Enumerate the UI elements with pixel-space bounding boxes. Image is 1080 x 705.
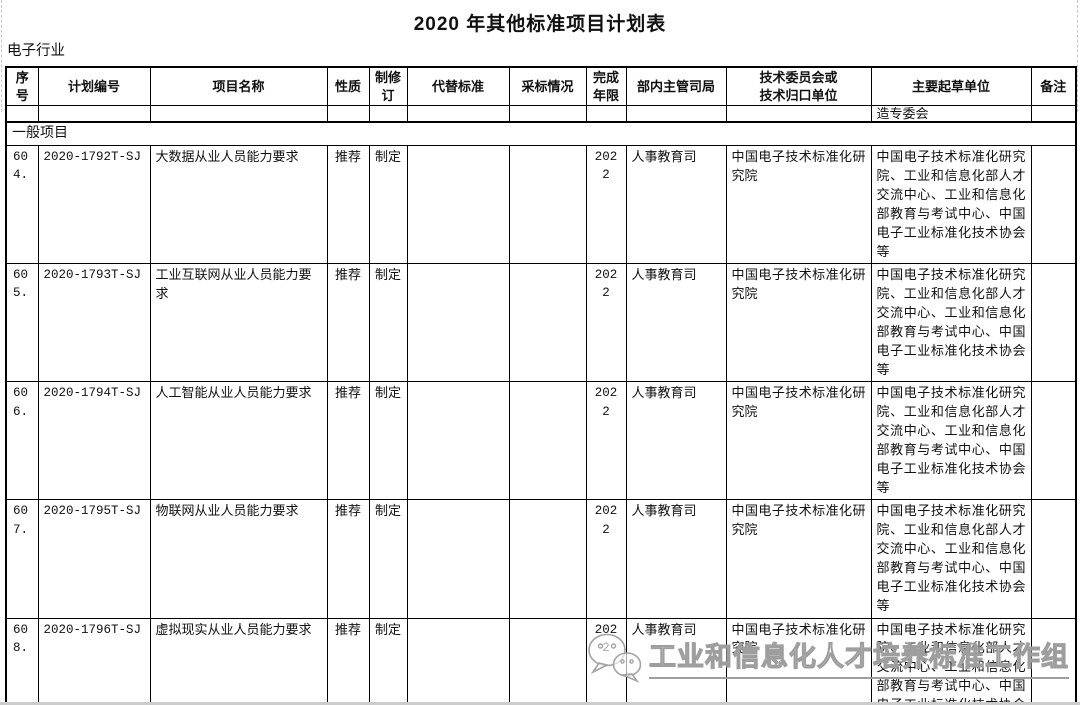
cell-dept: 人事教育司	[625, 145, 727, 265]
col-header-project-name: 项目名称	[149, 66, 328, 107]
bottom-edge-strip	[0, 702, 1080, 705]
table-row: 606. 2020-1794T-SJ 人工智能从业人员能力要求 推荐 制定 20…	[5, 381, 1077, 501]
cell-replaced-standard	[406, 145, 510, 265]
col-header-remark: 备注	[1030, 66, 1077, 107]
cell-remark	[1030, 145, 1077, 265]
cell-revision: 制定	[368, 263, 408, 383]
cell-adoption-status	[508, 145, 587, 265]
col-header-completion-year: 完成 年限	[585, 66, 627, 107]
col-header-committee: 技术委员会或 技术归口单位	[725, 66, 872, 107]
cell-replaced-standard	[406, 263, 510, 383]
plan-table-body: 一般项目 604. 2020-1792T-SJ 大数据从业人员能力要求 推荐 制…	[5, 121, 1078, 705]
cell-dept: 人事教育司	[625, 263, 727, 383]
cell-adoption-status	[508, 263, 587, 383]
cell-remark	[1030, 381, 1077, 501]
cell-remark	[1030, 617, 1077, 705]
cell-project-name: 物联网从业人员能力要求	[149, 499, 328, 619]
cell-completion-year: 2022	[585, 145, 627, 265]
col-header-drafters: 主要起草单位	[870, 66, 1032, 107]
cell-nature: 推荐	[326, 617, 370, 705]
cell-completion-year: 2022	[585, 617, 627, 705]
cell-completion-year: 2022	[585, 499, 627, 619]
cell-nature: 推荐	[326, 263, 370, 383]
section-label-cell: 一般项目	[5, 121, 1077, 147]
cell-drafters: 中国电子技术标准化研究院、工业和信息化部人才交流中心、工业和信息化部教育与考试中…	[870, 499, 1032, 619]
col-header-plan-no: 计划编号	[37, 66, 151, 107]
cell-seq: 606.	[5, 381, 39, 501]
table-row: 607. 2020-1795T-SJ 物联网从业人员能力要求 推荐 制定 202…	[5, 499, 1077, 619]
cell-drafters: 中国电子技术标准化研究院、工业和信息化部人才交流中心、工业和信息化部教育与考试中…	[870, 381, 1032, 501]
cell-project-name: 工业互联网从业人员能力要求	[149, 263, 328, 383]
cell-adoption-status	[508, 617, 587, 705]
page-edge-mark-left	[1, 0, 2, 112]
cell-project-name: 人工智能从业人员能力要求	[149, 381, 328, 501]
cell-nature: 推荐	[326, 381, 370, 501]
cell-plan-no: 2020-1796T-SJ	[37, 617, 151, 705]
page-edge-mark-right	[1077, 0, 1078, 112]
cell-plan-no: 2020-1793T-SJ	[37, 263, 151, 383]
cell-plan-no: 2020-1794T-SJ	[37, 381, 151, 501]
cell-seq: 605.	[5, 263, 39, 383]
cell-committee: 中国电子技术标准化研究院	[725, 499, 872, 619]
cell-seq: 607.	[5, 499, 39, 619]
plan-table-header: 序 号 计划编号 项目名称 性质 制修 订 代替标准 采标情况 完成 年限 部内…	[5, 66, 1077, 124]
page-title: 2020 年其他标准项目计划表	[413, 14, 667, 35]
cell-replaced-standard	[406, 617, 510, 705]
section-row: 一般项目	[5, 121, 1077, 147]
col-header-nature: 性质	[326, 66, 370, 107]
cell-replaced-standard	[406, 499, 510, 619]
industry-section-label: 电子行业	[7, 43, 65, 59]
carryover-partial-row: 造专委会	[5, 105, 1077, 124]
table-row: 604. 2020-1792T-SJ 大数据从业人员能力要求 推荐 制定 202…	[5, 145, 1077, 265]
col-header-seq: 序 号	[5, 66, 39, 107]
cell-project-name: 大数据从业人员能力要求	[149, 145, 328, 265]
header-row: 序 号 计划编号 项目名称 性质 制修 订 代替标准 采标情况 完成 年限 部内…	[5, 66, 1077, 107]
cell-adoption-status	[508, 499, 587, 619]
cell-remark	[1030, 499, 1077, 619]
col-header-dept: 部内主管司局	[625, 66, 727, 107]
cell-seq: 608.	[5, 617, 39, 705]
cell-adoption-status	[508, 381, 587, 501]
cell-nature: 推荐	[326, 499, 370, 619]
cell-committee: 中国电子技术标准化研究院	[725, 263, 872, 383]
cell-plan-no: 2020-1792T-SJ	[37, 145, 151, 265]
col-header-revision: 制修 订	[368, 66, 408, 107]
table-row: 605. 2020-1793T-SJ 工业互联网从业人员能力要求 推荐 制定 2…	[5, 263, 1077, 383]
cell-remark	[1030, 263, 1077, 383]
cell-drafters: 中国电子技术标准化研究院、工业和信息化部人才交流中心、工业和信息化部教育与考试中…	[870, 263, 1032, 383]
cell-plan-no: 2020-1795T-SJ	[37, 499, 151, 619]
cell-revision: 制定	[368, 145, 408, 265]
cell-dept: 人事教育司	[625, 381, 727, 501]
cell-dept: 人事教育司	[625, 617, 727, 705]
cell-completion-year: 2022	[585, 381, 627, 501]
cell-committee: 中国电子技术标准化研究院	[725, 381, 872, 501]
cell-seq: 604.	[5, 145, 39, 265]
cell-revision: 制定	[368, 499, 408, 619]
cell-revision: 制定	[368, 381, 408, 501]
cell-completion-year: 2022	[585, 263, 627, 383]
cell-project-name: 虚拟现实从业人员能力要求	[149, 617, 328, 705]
col-header-adoption-status: 采标情况	[508, 66, 587, 107]
cell-revision: 制定	[368, 617, 408, 705]
cell-drafters: 中国电子技术标准化研究院、工业和信息化部人才交流中心、工业和信息化部教育与考试中…	[870, 145, 1032, 265]
table-row: 608. 2020-1796T-SJ 虚拟现实从业人员能力要求 推荐 制定 20…	[5, 617, 1077, 705]
cell-committee: 中国电子技术标准化研究院	[725, 145, 872, 265]
cell-replaced-standard	[406, 381, 510, 501]
cell-drafters: 中国电子技术标准化研究院、工业和信息化部人才交流中心、工业和信息化部教育与考试中…	[870, 617, 1032, 705]
cell-nature: 推荐	[326, 145, 370, 265]
col-header-replaced-standard: 代替标准	[406, 66, 510, 107]
cell-dept: 人事教育司	[625, 499, 727, 619]
cell-committee: 中国电子技术标准化研究院	[725, 617, 872, 705]
